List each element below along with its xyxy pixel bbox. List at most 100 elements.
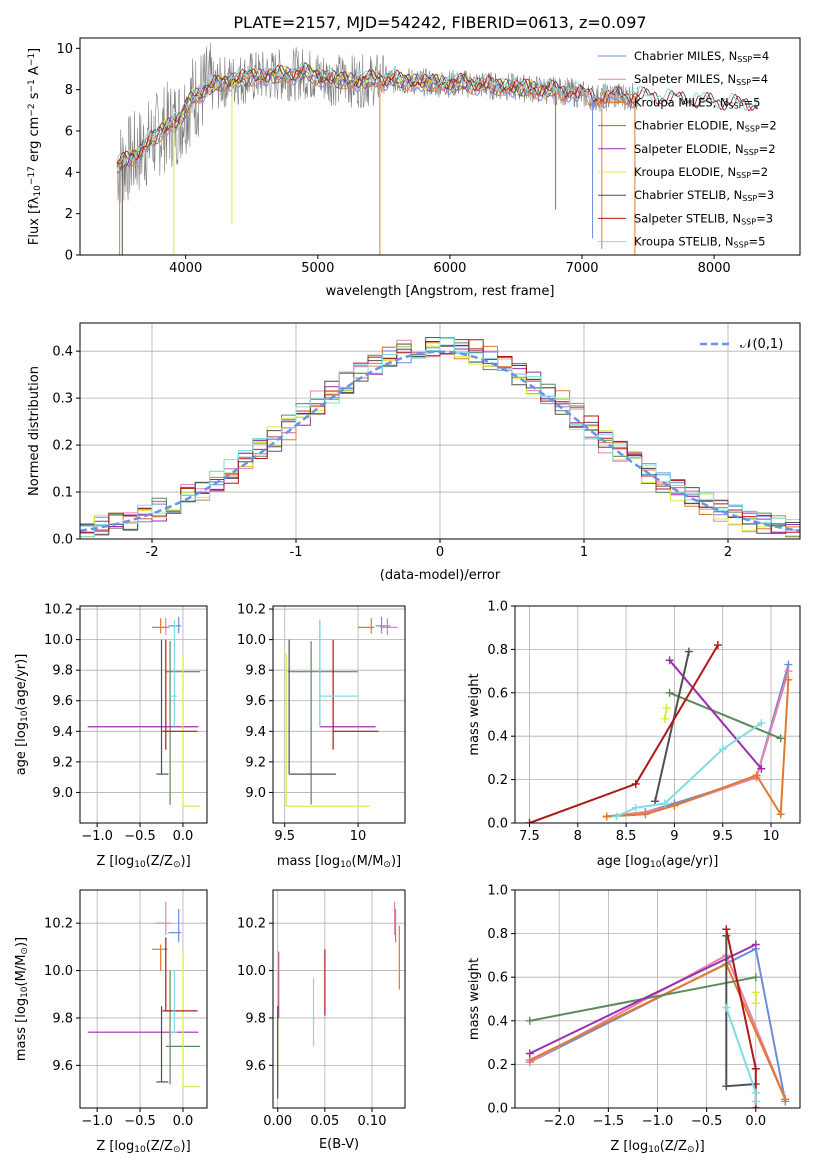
residuals-ytick-label: 0.0	[52, 533, 73, 548]
spectrum-plot-area	[116, 42, 759, 255]
mass-weight-vs-z-xlabel-part: 10	[648, 1145, 660, 1155]
mass-weight-point	[722, 1082, 731, 1091]
legend-entry: Kroupa ELODIE, NSSP=2	[634, 165, 768, 180]
mass-weight-vs-age-xtick-label: 9.5	[712, 829, 733, 844]
age-vs-mass-ytick-label: 9.2	[245, 755, 266, 770]
legend-entry: 𝒩(0,1)	[740, 337, 783, 352]
mass-vs-z-xlabel-part: ⊙	[173, 1145, 181, 1155]
mass-weight-point	[751, 999, 760, 1008]
histogram-series-line	[80, 338, 800, 538]
residuals-ylabel: Normed distribution	[27, 366, 42, 496]
mass-weight-point	[722, 925, 731, 934]
legend-entry-sub: SSP	[734, 241, 749, 250]
mass-weight-vs-age-xtick-label: 8	[574, 829, 582, 844]
residuals-xtick-label: 0	[436, 545, 444, 560]
mass-vs-ebv-xtick-label: 0.05	[310, 1114, 339, 1129]
mass-weight-point	[718, 745, 727, 754]
mass-weight-point	[751, 1097, 760, 1106]
legend-entry-sub: SSP	[729, 101, 744, 110]
age-vs-mass-xlabel: mass [log10(M/M⊙)]	[277, 854, 401, 870]
legend-entry-label: Salpeter MILES, N	[634, 72, 736, 86]
age-vs-mass-frame	[272, 605, 406, 824]
age-vs-mass-ytick-label: 10.2	[237, 603, 266, 618]
spectrum-model-line	[116, 62, 758, 164]
mass-weight-point	[612, 812, 621, 821]
mass-weight-line	[669, 691, 782, 740]
mass-weight-point	[631, 779, 640, 788]
spectrum-ylabel-part: −1	[27, 79, 37, 92]
mass-vs-z-xtick-label: −0.5	[124, 1114, 156, 1129]
legend-entry-eq: =3	[757, 188, 774, 202]
legend-entry-eq: =5	[749, 235, 766, 249]
age-vs-mass-ytick-label: 9.4	[245, 725, 266, 740]
mass-weight-vs-age-ytick-label: 0.2	[487, 773, 508, 788]
age-vs-z-ytick-label: 9.6	[52, 694, 73, 709]
mass-weight-vs-age-xtick-label: 8.5	[616, 829, 637, 844]
age-vs-mass-xlabel-part: ⊙	[383, 860, 391, 870]
mass-weight-vs-age-xtick-label: 9	[670, 829, 678, 844]
spectrum-xtick-label: 6000	[433, 261, 466, 276]
residuals-ytick-label: 0.3	[52, 392, 73, 407]
spectrum-data-line	[116, 42, 639, 203]
legend-entry-sub: SSP	[745, 125, 760, 134]
mass-weight-line	[615, 722, 762, 818]
mass-weight-line	[725, 935, 756, 1088]
mass-weight-vs-age-ytick-label: 1.0	[487, 600, 508, 615]
spectrum-ylabel-part: ]	[27, 48, 42, 53]
age-vs-mass-ytick-label: 9.8	[245, 664, 266, 679]
mass-weight-line	[668, 659, 763, 770]
mass-weight-vs-z-plot-area	[525, 925, 790, 1108]
mass-weight-vs-age-xtick-label: 10	[763, 829, 780, 844]
residuals-xtick-label: -2	[146, 545, 159, 560]
mass-weight-point	[751, 940, 760, 949]
legend-entry: Chabrier MILES, NSSP=4	[634, 49, 769, 64]
mass-vs-ebv-xlabel: E(B-V)	[319, 1137, 359, 1152]
legend-entry-label: Chabrier STELIB, N	[634, 188, 742, 202]
mass-weight-vs-z-xlabel: Z [log10(Z/Z⊙)]	[610, 1139, 704, 1155]
mass-weight-vs-z-xtick-label: −0.5	[691, 1114, 723, 1129]
mass-vs-z-xtick-label: 0.0	[173, 1114, 194, 1129]
mass-weight-point	[660, 799, 669, 808]
mass-vs-z-ylabel-part: mass [log	[14, 998, 29, 1061]
spectrum-xtick-label: 8000	[698, 261, 731, 276]
age-vs-mass-ytick-label: 10.0	[237, 633, 266, 648]
mass-vs-ebv-ytick-label: 10.2	[237, 917, 266, 932]
spectrum-ylabel-part: λ	[27, 196, 42, 204]
legend-entry: Chabrier ELODIE, NSSP=2	[634, 119, 777, 134]
mass-weight-point	[722, 1003, 731, 1012]
spectrum-ytick-label: 2	[65, 207, 73, 222]
legend-entry-eq: =4	[751, 72, 768, 86]
spectrum-xtick-label: 4000	[169, 261, 202, 276]
mass-weight-point	[751, 988, 760, 997]
mass-weight-vs-z-xtick-label: 0.0	[745, 1114, 766, 1129]
spectrum-xtick-label: 5000	[301, 261, 334, 276]
mass-weight-point	[631, 803, 640, 812]
mass-weight-point	[662, 703, 671, 712]
residuals-xtick-label: -1	[290, 545, 303, 560]
age-vs-z-ytick-label: 9.0	[52, 786, 73, 801]
spectrum-ytick-label: 10	[56, 42, 73, 57]
mass-weight-point	[665, 688, 674, 697]
mass-weight-vs-age-frame	[514, 605, 801, 824]
residuals-plot-area	[80, 337, 800, 538]
mass-vs-ebv-frame	[272, 889, 406, 1109]
mass-vs-z-ylabel-part: ⊙	[20, 947, 30, 955]
legend-entry-label: Salpeter ELODIE, N	[634, 142, 744, 156]
mass-weight-vs-age-ytick-label: 0.0	[487, 817, 508, 832]
mass-vs-z-plot-area	[87, 901, 201, 1088]
legend-entry-eq: =2	[760, 119, 777, 133]
spectrum-frame	[79, 37, 801, 256]
spectrum-ylabel-part: −1	[27, 53, 37, 66]
mass-weight-line	[606, 679, 790, 818]
mass-vs-z-xlabel-part: )]	[181, 1139, 191, 1154]
mass-vs-z-ytick-label: 10.2	[44, 917, 73, 932]
legend-entry-sub: SSP	[737, 55, 752, 64]
mass-weight-point	[525, 1049, 534, 1058]
mass-weight-point	[776, 734, 785, 743]
mass-vs-ebv-xtick-label: 0.00	[263, 1114, 292, 1129]
age-vs-mass-xtick-label: 10	[350, 829, 367, 844]
residuals-panel: -2 -1 0 1 2 0.0 0.1 0.2 0.3 0.4 𝒩(0,1) (data-model)…	[27, 322, 801, 583]
